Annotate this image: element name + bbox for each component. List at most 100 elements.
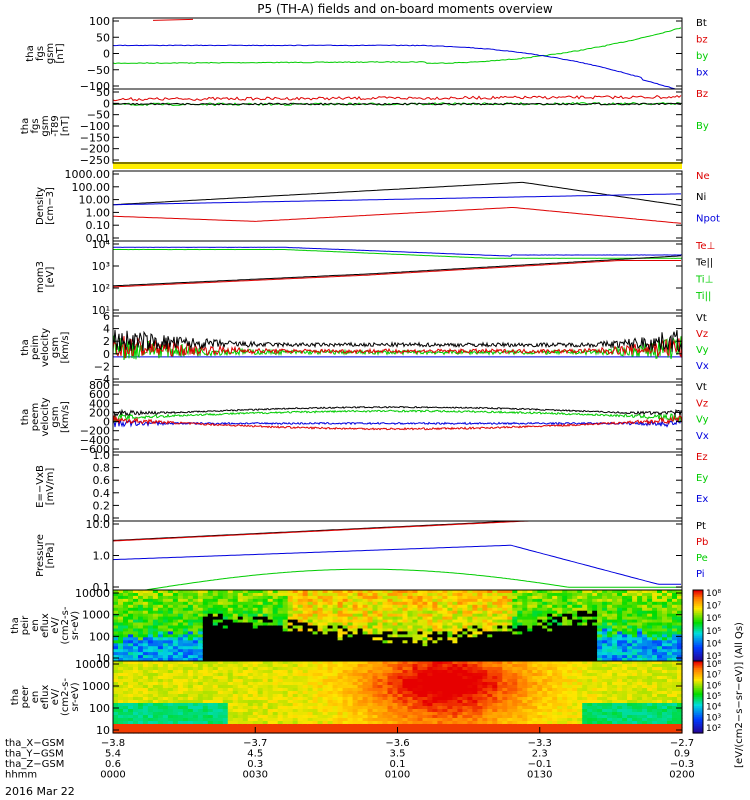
spectrogram-cell: [402, 607, 409, 612]
spectrogram-cell: [487, 694, 493, 698]
spectrogram-cell: [257, 697, 264, 701]
spectrogram-cell: [217, 715, 224, 719]
spectrogram-cell: [592, 649, 598, 653]
spectrogram-cell: [292, 688, 299, 692]
spectrogram-cell: [562, 613, 568, 618]
spectrogram-cell: [267, 664, 274, 668]
spectrogram-cell: [662, 613, 668, 618]
spectrogram-cell: [437, 685, 443, 689]
spectrogram-cell: [128, 655, 134, 659]
spectrogram-cell: [612, 646, 618, 650]
spectrogram-cell: [492, 688, 498, 692]
spectrogram-cell: [602, 625, 608, 630]
spectrogram-cell: [277, 700, 284, 704]
spectrogram-cell: [462, 664, 468, 668]
spectrogram-cell: [302, 640, 309, 644]
spectrogram-cell: [472, 628, 478, 633]
spectrogram-cell: [447, 721, 453, 725]
series-Te-par: [113, 255, 682, 287]
spectrogram-cell: [237, 667, 244, 671]
spectrogram-cell: [332, 610, 339, 615]
spectrogram-cell: [517, 700, 523, 704]
spectrogram-cell: [237, 694, 244, 698]
spectrogram-cell: [502, 631, 508, 635]
spectrogram-cell: [417, 590, 424, 594]
spectrogram-cell: [532, 613, 538, 618]
spectrogram-cell: [487, 652, 493, 656]
spectrogram-cell: [537, 682, 543, 686]
spectrogram-cell: [157, 652, 164, 656]
spectrogram-cell: [128, 619, 134, 624]
spectrogram-cell: [542, 715, 548, 719]
spectrogram-cell: [118, 652, 124, 656]
spectrogram-cell: [587, 625, 593, 630]
spectrogram-cell: [492, 718, 498, 722]
spectrogram-cell: [322, 700, 329, 704]
spectrogram-cell: [377, 637, 384, 641]
spectrogram-cell: [532, 721, 538, 725]
spectrogram-cell: [577, 640, 583, 644]
spectrogram-cell: [202, 667, 209, 671]
spectrogram-cell: [397, 718, 404, 722]
spectrogram-cell: [652, 593, 658, 597]
spectrogram-cell: [247, 613, 254, 618]
spectrogram-cell: [227, 604, 234, 609]
spectrogram-cell: [362, 655, 369, 659]
spectrogram-cell: [407, 640, 414, 644]
spectrogram-cell: [187, 685, 194, 689]
spectrogram-cell: [487, 700, 493, 704]
spectrogram-cell: [657, 625, 663, 630]
spectrogram-cell: [477, 616, 483, 621]
spectrogram-cell: [142, 601, 149, 606]
spectrogram-cell: [277, 685, 284, 689]
spectrogram-cell: [382, 667, 389, 671]
spectrogram-cell: [232, 679, 239, 683]
spectrogram-cell: [177, 607, 184, 612]
spectrogram-cell: [582, 643, 588, 647]
spectrogram-cell: [442, 601, 448, 606]
spectrogram-cell: [282, 649, 289, 653]
spectrogram-cell: [462, 637, 468, 641]
spectrogram-cell: [587, 640, 593, 644]
spectrogram-cell: [277, 718, 284, 722]
spectrogram-cell: [147, 700, 154, 704]
spectrogram-cell: [147, 724, 154, 728]
spectrogram-cell: [327, 598, 334, 603]
spectrogram-cell: [392, 727, 399, 731]
spectrogram-cell: [133, 691, 139, 695]
spectrogram-cell: [392, 610, 399, 615]
spectrogram-cell: [412, 679, 419, 683]
spectrogram-cell: [647, 640, 653, 644]
spectrogram-cell: [292, 679, 299, 683]
spectrogram-cell: [138, 706, 144, 710]
spectrogram-cell: [138, 598, 144, 603]
spectrogram-cell: [192, 595, 199, 600]
spectrogram-cell: [332, 643, 339, 647]
spectrogram-cell: [142, 655, 149, 659]
spectrogram-cell: [267, 721, 274, 725]
spectrogram-cell: [187, 664, 194, 668]
spectrogram-cell: [562, 664, 568, 668]
spectrogram-cell: [282, 682, 289, 686]
spectrogram-cell: [257, 622, 264, 627]
spectrogram-cell: [352, 625, 359, 630]
spectrogram-cell: [517, 652, 523, 656]
spectrogram-cell: [617, 598, 623, 603]
spectrogram-cell: [287, 694, 294, 698]
spectrogram-cell: [187, 700, 194, 704]
spectrogram-cell: [362, 673, 369, 677]
spectrogram-cell: [167, 691, 174, 695]
spectrogram-cell: [462, 721, 468, 725]
spectrogram-cell: [382, 658, 389, 662]
spectrogram-cell: [547, 712, 553, 716]
spectrogram-cell: [197, 610, 204, 615]
spectrogram-cell: [647, 628, 653, 633]
spectrogram-cell: [332, 667, 339, 671]
spectrogram-cell: [192, 661, 199, 665]
spectrogram-cell: [527, 595, 533, 600]
spectrogram-cell: [447, 646, 453, 650]
spectrogram-cell: [667, 655, 673, 659]
spectrogram-cell: [312, 715, 319, 719]
spectrogram-cell: [532, 670, 538, 674]
spectrogram-cell: [138, 643, 144, 647]
